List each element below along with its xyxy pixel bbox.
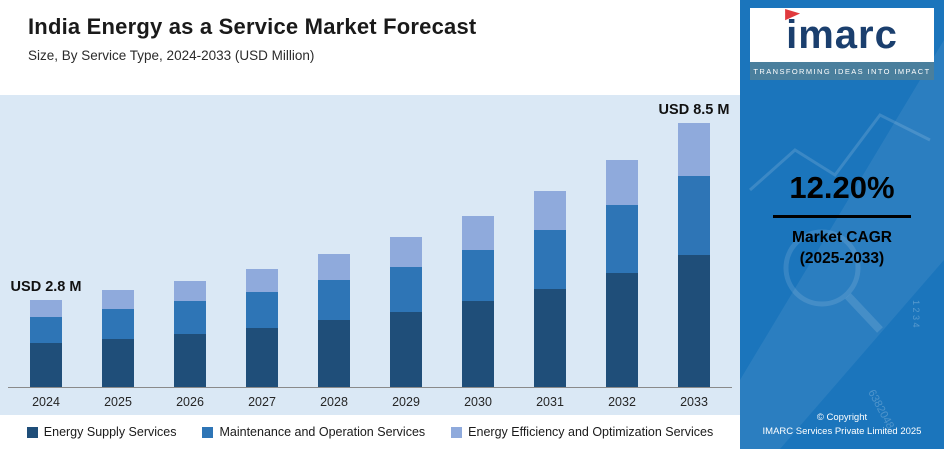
bar-segment	[30, 300, 62, 317]
x-axis-label: 2028	[320, 395, 348, 409]
page-subtitle: Size, By Service Type, 2024-2033 (USD Mi…	[28, 48, 315, 63]
bar-segment	[30, 343, 62, 387]
bar-stack	[678, 123, 710, 387]
bar-column: USD 8.5 M 2033	[658, 102, 730, 409]
copyright: © Copyright IMARC Services Private Limit…	[740, 411, 944, 440]
bar-segment	[534, 230, 566, 289]
cagr-label-line1: Market CAGR	[792, 229, 892, 246]
bar-segment	[390, 237, 422, 267]
cagr-label-line2: (2025-2033)	[799, 249, 885, 267]
bar-segment	[606, 205, 638, 273]
chart-panel: USD 2.8 M 2024 2025 2026 2027 2028 2029 2030 203…	[0, 95, 740, 415]
bar-segment	[318, 320, 350, 387]
bar-segment	[606, 273, 638, 387]
bar-segment	[390, 312, 422, 387]
x-axis-label: 2030	[464, 395, 492, 409]
bar-segment	[390, 267, 422, 312]
bar-column: USD 2.8 M 2024	[10, 279, 82, 409]
bar-column: 2025	[84, 290, 152, 409]
x-axis-label: 2026	[176, 395, 204, 409]
bar-stack	[606, 160, 638, 387]
bar-column: 2026	[156, 281, 224, 409]
copyright-line1: © Copyright	[816, 411, 868, 423]
cagr-block: 12.20% Market CAGR (2025-2033)	[740, 170, 944, 270]
copyright-line2: IMARC Services Private Limited 2025	[762, 426, 922, 438]
legend-label: Energy Supply Services	[43, 425, 177, 439]
chart-header: India Energy as a Service Market Forecas…	[28, 14, 730, 63]
legend-item: Energy Supply Services	[26, 425, 177, 439]
bar-segment	[678, 123, 710, 176]
imarc-wordmark: imarc	[785, 9, 898, 57]
bar-annotation: USD 8.5 M	[658, 102, 730, 118]
legend-swatch	[26, 426, 38, 438]
cagr-divider	[773, 215, 911, 218]
bar-segment	[678, 176, 710, 255]
bar-stack	[102, 290, 134, 387]
legend: Energy Supply Services Maintenance and Op…	[0, 415, 740, 449]
page-title: India Energy as a Service Market Forecas…	[28, 14, 477, 39]
bar-stack	[30, 300, 62, 387]
legend-label: Maintenance and Operation Services	[219, 425, 426, 439]
bar-segment	[246, 269, 278, 292]
logo-tagline: TRANSFORMING IDEAS INTO IMPACT	[750, 62, 934, 80]
bar-stack	[318, 254, 350, 387]
chart-section: India Energy as a Service Market Forecas…	[0, 14, 740, 449]
bar-segment	[606, 160, 638, 205]
x-axis-label: 2024	[32, 395, 60, 409]
bar-segment	[678, 255, 710, 387]
x-axis-label: 2031	[536, 395, 564, 409]
sidebar: 1 2 3 4 6382048 imarc TRANSFORMING IDEAS…	[740, 0, 944, 449]
bars: USD 2.8 M 2024 2025 2026 2027 2028 2029 2030 203…	[10, 95, 730, 409]
legend-swatch	[202, 426, 214, 438]
bar-segment	[174, 334, 206, 387]
bar-stack	[174, 281, 206, 387]
bar-segment	[462, 216, 494, 250]
legend-item: Energy Efficiency and Optimization Servi…	[451, 425, 713, 439]
bar-column: 2029	[372, 237, 440, 409]
bar-segment	[246, 328, 278, 387]
bar-stack	[534, 191, 566, 387]
x-axis-label: 2033	[680, 395, 708, 409]
bar-segment	[534, 289, 566, 387]
bar-segment	[30, 317, 62, 343]
bar-segment	[534, 191, 566, 230]
legend-item: Maintenance and Operation Services	[202, 425, 425, 439]
bar-segment	[318, 254, 350, 280]
bar-segment	[318, 280, 350, 320]
legend-label: Energy Efficiency and Optimization Servi…	[468, 425, 714, 439]
bar-column: 2028	[300, 254, 368, 409]
bar-column: 2030	[444, 216, 512, 409]
x-axis-label: 2027	[248, 395, 276, 409]
bar-segment	[246, 292, 278, 328]
watermark-magnifier-handle	[845, 293, 883, 333]
imarc-logo: imarc	[750, 8, 934, 62]
bar-stack	[462, 216, 494, 387]
bar-annotation: USD 2.8 M	[10, 279, 82, 295]
legend-swatch	[451, 426, 463, 438]
bar-segment	[462, 250, 494, 301]
watermark-scale-numbers: 1 2 3 4	[911, 300, 921, 328]
x-axis-label: 2029	[392, 395, 420, 409]
bar-column: 2032	[588, 160, 656, 409]
bar-segment	[102, 290, 134, 309]
bar-stack	[390, 237, 422, 387]
bar-segment	[174, 301, 206, 334]
logo-text: imarc	[786, 13, 898, 57]
bar-segment	[102, 309, 134, 339]
bar-segment	[102, 339, 134, 387]
bar-segment	[174, 281, 206, 301]
bar-column: 2027	[228, 269, 296, 409]
x-axis-label: 2032	[608, 395, 636, 409]
bar-column: 2031	[516, 191, 584, 409]
logo-flag-icon	[785, 9, 801, 21]
bar-segment	[462, 301, 494, 387]
x-axis-label: 2025	[104, 395, 132, 409]
cagr-value: 12.20%	[789, 170, 895, 205]
bar-stack	[246, 269, 278, 387]
x-axis-line	[8, 387, 732, 388]
